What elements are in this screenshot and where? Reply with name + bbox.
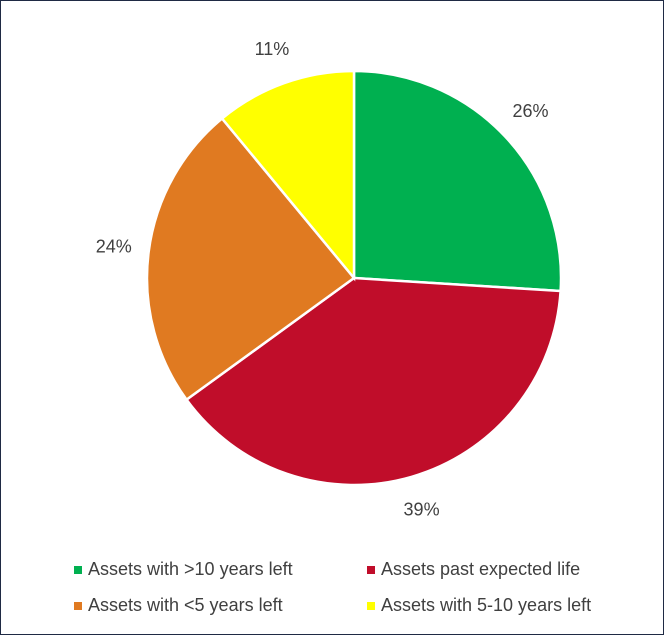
legend-swatch	[367, 602, 375, 610]
legend-swatch	[74, 602, 82, 610]
legend-swatch	[367, 566, 375, 574]
pie-slice	[184, 276, 562, 487]
legend: Assets with >10 years left Assets past ex…	[74, 559, 591, 615]
data-label: 26%	[513, 101, 549, 121]
legend-swatch	[74, 566, 82, 574]
data-labels: 26% 39% 24% 11%	[96, 39, 549, 519]
legend-label: Assets with <5 years left	[88, 595, 283, 615]
data-label: 24%	[96, 236, 132, 256]
data-label: 11%	[255, 39, 290, 59]
pie-slice	[352, 69, 563, 293]
pie-slice	[220, 69, 356, 282]
legend-label: Assets with 5-10 years left	[381, 595, 591, 615]
legend-label: Assets past expected life	[381, 559, 580, 579]
pie	[145, 69, 563, 487]
pie-slice	[145, 116, 356, 402]
legend-label: Assets with >10 years left	[88, 559, 293, 579]
data-label: 39%	[404, 499, 440, 519]
